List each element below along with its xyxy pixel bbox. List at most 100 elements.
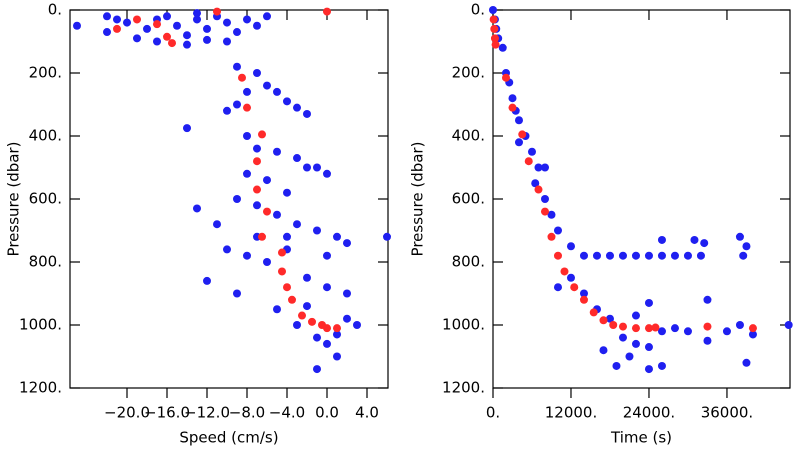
plot-frame [492, 9, 791, 389]
y-tick-label: 200. [29, 64, 62, 82]
point [618, 322, 627, 331]
point [168, 39, 176, 48]
point [293, 154, 301, 163]
point [560, 267, 569, 276]
point [263, 176, 271, 185]
point [742, 358, 751, 367]
point [353, 321, 361, 329]
y-axis-label: Pressure (dbar) [409, 142, 427, 257]
x-tick-label: 0.0 [315, 404, 339, 422]
y-tick-label: 1000. [442, 316, 485, 334]
x-tick-label: 24000. [623, 404, 676, 422]
x-tick-label: −20.0 [104, 404, 150, 422]
point [670, 324, 679, 333]
point [609, 321, 618, 329]
point [253, 21, 261, 30]
point [273, 210, 281, 219]
point [293, 321, 301, 329]
point [223, 37, 231, 46]
point [233, 289, 241, 298]
point [579, 295, 588, 304]
point [313, 333, 321, 342]
point [531, 179, 540, 188]
x-tick-label: −8.0 [229, 404, 265, 422]
point [703, 295, 712, 304]
y-tick-label: 0. [471, 1, 485, 19]
point [589, 308, 598, 317]
point [540, 207, 549, 216]
point [683, 251, 692, 260]
point [644, 298, 653, 307]
point [579, 251, 588, 260]
point [748, 324, 757, 333]
point [213, 220, 221, 229]
point [273, 305, 281, 314]
point [243, 103, 251, 112]
point [253, 185, 261, 194]
point [293, 220, 301, 229]
point [283, 188, 291, 197]
plot-frame [69, 9, 389, 389]
point [703, 322, 712, 331]
point [238, 73, 246, 82]
y-tick-label: 400. [29, 127, 62, 145]
point [566, 242, 575, 251]
point [263, 81, 271, 90]
point [748, 330, 757, 339]
point [553, 283, 562, 292]
y-tick-label: 1200. [442, 379, 485, 397]
point [203, 35, 211, 44]
point [243, 87, 251, 96]
point [605, 314, 614, 323]
point [283, 283, 291, 292]
point [343, 314, 351, 323]
point [278, 267, 286, 276]
point [273, 87, 281, 96]
point [243, 132, 251, 140]
point [553, 226, 562, 235]
point [527, 147, 536, 156]
point [233, 100, 241, 109]
point [700, 239, 709, 248]
point [631, 339, 640, 348]
point [490, 24, 499, 33]
point [784, 321, 793, 329]
y-tick-label: 1000. [19, 316, 62, 334]
point [612, 361, 621, 370]
point [223, 18, 231, 27]
point [570, 283, 579, 292]
point [253, 157, 261, 166]
point [333, 330, 341, 339]
point [313, 365, 321, 374]
point [303, 273, 311, 282]
point [213, 7, 221, 16]
y-tick-label: 400. [452, 127, 485, 145]
y-tick-label: 1200. [19, 379, 62, 397]
x-tick-label: −4.0 [269, 404, 305, 422]
point [644, 251, 653, 260]
point [722, 327, 731, 336]
point [278, 248, 286, 257]
point [288, 295, 296, 304]
point [293, 103, 301, 112]
point [283, 232, 291, 241]
point [303, 109, 311, 118]
x-tick-label: −12.0 [184, 404, 230, 422]
point [657, 361, 666, 370]
point [524, 157, 533, 166]
point [73, 21, 81, 30]
point [223, 106, 231, 115]
x-tick-label: −16.0 [144, 404, 190, 422]
point [183, 40, 191, 49]
point [333, 324, 341, 333]
point [651, 323, 660, 332]
point [298, 311, 306, 320]
point [343, 239, 351, 248]
point [313, 226, 321, 235]
point [644, 343, 653, 352]
y-tick-label: 800. [29, 253, 62, 271]
point [273, 147, 281, 156]
point [113, 15, 121, 24]
y-tick-label: 200. [452, 64, 485, 82]
